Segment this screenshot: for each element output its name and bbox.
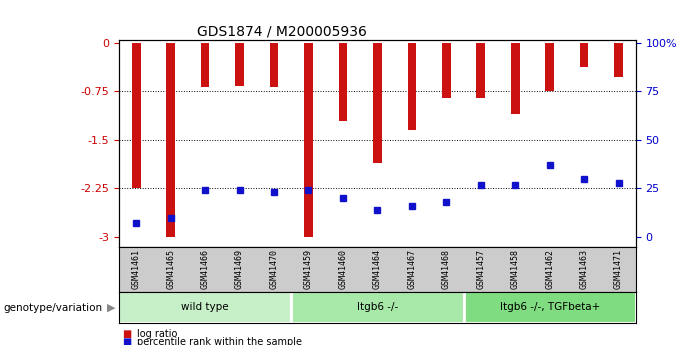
Text: GSM41463: GSM41463	[579, 249, 589, 289]
Text: percentile rank within the sample: percentile rank within the sample	[137, 337, 303, 345]
Text: GSM41457: GSM41457	[476, 249, 486, 289]
Bar	[477, 43, 485, 98]
Bar	[442, 43, 451, 98]
Bar	[545, 43, 554, 91]
Text: GSM41469: GSM41469	[235, 249, 244, 289]
Bar	[291, 292, 464, 323]
Bar	[511, 43, 520, 114]
Text: wild type: wild type	[182, 302, 229, 312]
Text: GSM41460: GSM41460	[339, 249, 347, 289]
Text: GSM41465: GSM41465	[166, 249, 175, 289]
Text: GSM41458: GSM41458	[511, 249, 520, 289]
Text: GSM41467: GSM41467	[407, 249, 416, 289]
Text: GDS1874 / M200005936: GDS1874 / M200005936	[197, 24, 367, 39]
Text: GSM41461: GSM41461	[132, 249, 141, 289]
Text: GSM41466: GSM41466	[201, 249, 209, 289]
Bar	[304, 43, 313, 237]
Text: ▶: ▶	[107, 303, 116, 313]
Text: ■: ■	[122, 329, 132, 338]
Text: GSM41468: GSM41468	[442, 249, 451, 289]
Bar	[373, 43, 381, 162]
Text: ■: ■	[122, 337, 132, 345]
Text: GSM41462: GSM41462	[545, 249, 554, 289]
Text: log ratio: log ratio	[137, 329, 177, 338]
Bar	[119, 292, 291, 323]
Bar	[614, 43, 623, 77]
Text: genotype/variation: genotype/variation	[3, 303, 103, 313]
Bar	[270, 43, 278, 87]
Bar	[464, 292, 636, 323]
Text: GSM41464: GSM41464	[373, 249, 382, 289]
Bar	[235, 43, 244, 86]
Bar	[407, 43, 416, 130]
Bar	[339, 43, 347, 120]
Text: GSM41459: GSM41459	[304, 249, 313, 289]
Bar	[167, 43, 175, 237]
Text: GSM41471: GSM41471	[614, 249, 623, 289]
Text: Itgb6 -/-, TGFbeta+: Itgb6 -/-, TGFbeta+	[500, 302, 600, 312]
Text: Itgb6 -/-: Itgb6 -/-	[357, 302, 398, 312]
Bar	[580, 43, 588, 68]
Bar	[132, 43, 141, 188]
Bar	[201, 43, 209, 87]
Text: GSM41470: GSM41470	[269, 249, 279, 289]
